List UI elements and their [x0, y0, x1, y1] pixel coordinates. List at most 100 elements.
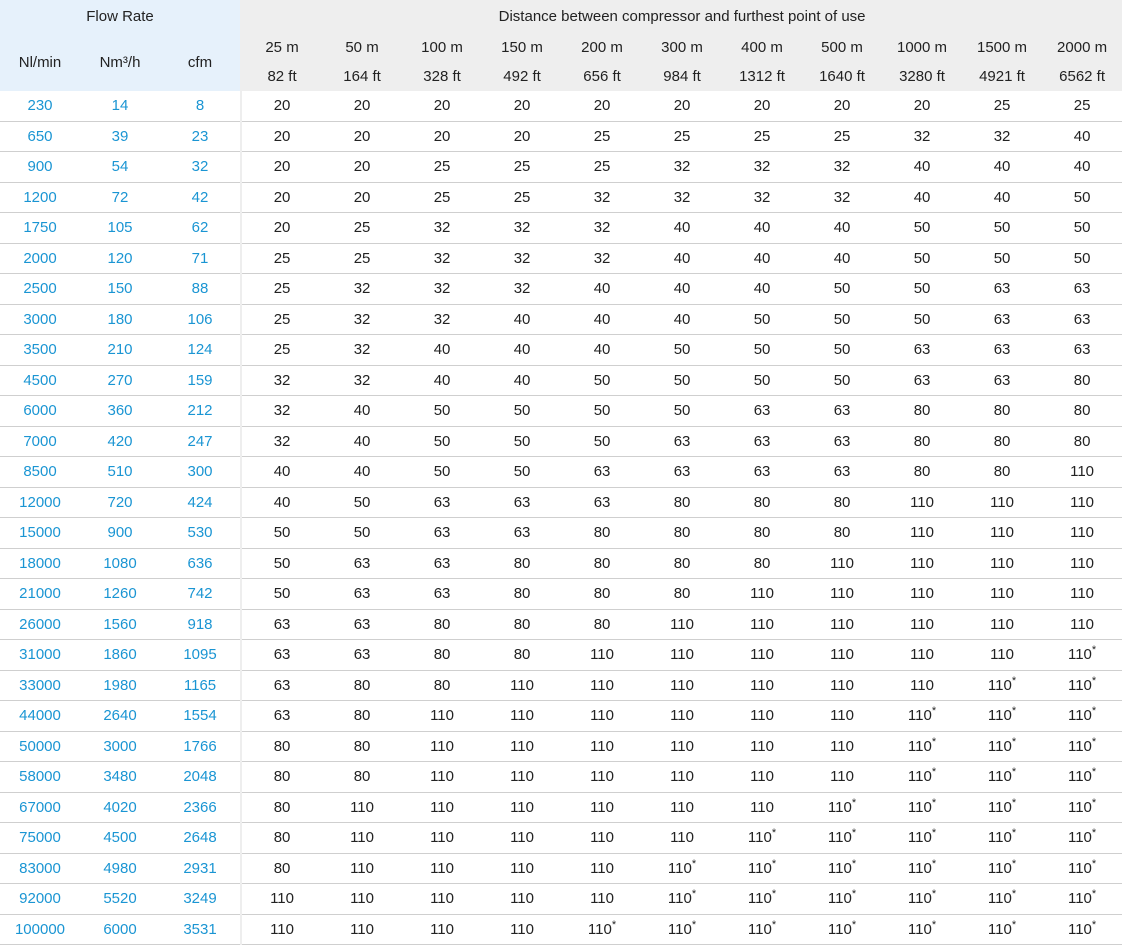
- footnote-asterisk: *: [851, 857, 857, 870]
- flow-nl-cell: 92000: [0, 883, 80, 915]
- pipe-diameter-cell: 80: [642, 517, 723, 549]
- pipe-diameter-cell: 40: [482, 334, 563, 366]
- pipe-diameter-cell: 110: [882, 639, 963, 671]
- pipe-diameter-cell: 63: [402, 548, 483, 579]
- row-spacer: [240, 91, 243, 121]
- pipe-diameter-cell: 110: [642, 792, 723, 823]
- col-distance-ft: 3280 ft: [882, 62, 963, 91]
- pipe-diameter-cell: 80: [722, 548, 803, 579]
- footnote-asterisk: *: [931, 766, 937, 779]
- flow-nm3h-cell: 210: [80, 334, 160, 366]
- flow-nl-cell: 6000: [0, 395, 80, 427]
- table-body: 230 14 8 20 20 20 20 20 20 20 20 20 25 25 650 39 23 20 20 2…: [0, 91, 1122, 945]
- pipe-diameter-cell: 80: [562, 548, 643, 579]
- pipe-diameter-cell: 40: [802, 212, 883, 244]
- pipe-diameter-cell: 40: [1042, 121, 1122, 152]
- pipe-diameter-cell: 80: [642, 578, 723, 610]
- pipe-diameter-cell: 40: [722, 212, 803, 244]
- flow-cfm-cell: 1554: [160, 700, 241, 732]
- col-distance-m: 200 m: [562, 33, 643, 62]
- pipe-diameter-cell: 50: [882, 243, 963, 274]
- flow-nm3h-cell: 2640: [80, 700, 160, 732]
- pipe-diameter-cell: 50: [1042, 182, 1122, 213]
- pipe-diameter-cell: 110*: [642, 914, 723, 945]
- pipe-diameter-cell: 80: [242, 761, 323, 793]
- pipe-diameter-cell: 25: [802, 121, 883, 152]
- pipe-diameter-cell: 63: [242, 609, 323, 640]
- flow-cfm-cell: 71: [160, 243, 241, 274]
- pipe-diameter-cell: 80: [962, 395, 1043, 427]
- col-nm3-h: Nm³/h: [80, 33, 160, 91]
- footnote-asterisk: *: [1091, 918, 1097, 931]
- col-nl-min: Nl/min: [0, 33, 80, 91]
- footnote-asterisk: *: [1091, 796, 1097, 809]
- flow-cfm-cell: 636: [160, 548, 241, 579]
- pipe-diameter-cell: 20: [722, 91, 803, 122]
- pipe-diameter-cell: 110: [802, 639, 883, 671]
- pipe-diameter-cell: 80: [642, 487, 723, 518]
- flow-cfm-cell: 42: [160, 182, 241, 213]
- footnote-asterisk: *: [771, 888, 777, 901]
- row-spacer: [240, 395, 243, 426]
- flow-nl-cell: 100000: [0, 914, 80, 945]
- pipe-diameter-cell: 63: [242, 700, 323, 732]
- footnote-asterisk: *: [851, 888, 857, 901]
- row-spacer: [240, 151, 243, 182]
- pipe-diameter-cell: 110: [402, 883, 483, 915]
- pipe-diameter-cell: 20: [482, 121, 563, 152]
- pipe-diameter-cell: 80: [962, 426, 1043, 457]
- pipe-diameter-cell: 50: [802, 273, 883, 305]
- pipe-diameter-cell: 63: [482, 487, 563, 518]
- footnote-asterisk: *: [931, 735, 937, 748]
- pipe-diameter-cell: 32: [562, 182, 643, 213]
- pipe-diameter-cell: 110*: [642, 883, 723, 915]
- footnote-asterisk: *: [1011, 705, 1017, 718]
- pipe-diameter-cell: 63: [802, 456, 883, 488]
- pipe-diameter-cell: 50: [642, 395, 723, 427]
- footnote-asterisk: *: [931, 705, 937, 718]
- pipe-diameter-cell: 80: [482, 639, 563, 671]
- pipe-diameter-cell: 110: [722, 761, 803, 793]
- pipe-diameter-cell: 110*: [1042, 883, 1122, 915]
- pipe-diameter-cell: 110*: [1042, 792, 1122, 823]
- table-row: 650 39 23 20 20 20 20 25 25 25 25 32 32 40: [0, 121, 1122, 152]
- pipe-diameter-cell: 50: [882, 273, 963, 305]
- footnote-asterisk: *: [931, 888, 937, 901]
- pipe-diameter-cell: 40: [402, 365, 483, 396]
- footnote-asterisk: *: [691, 918, 697, 931]
- flow-nl-cell: 2000: [0, 243, 80, 274]
- pipe-diameter-cell: 80: [882, 395, 963, 427]
- pipe-diameter-cell: 63: [642, 456, 723, 488]
- pipe-diameter-cell: 63: [402, 578, 483, 610]
- pipe-diameter-cell: 110: [1042, 487, 1122, 518]
- flow-nm3h-cell: 360: [80, 395, 160, 427]
- col-distance-ft: 82 ft: [242, 62, 323, 91]
- pipe-diameter-cell: 110: [962, 487, 1043, 518]
- pipe-diameter-cell: 80: [562, 609, 643, 640]
- flow-cfm-cell: 2048: [160, 761, 241, 793]
- pipe-diameter-cell: 110: [482, 700, 563, 732]
- pipe-diameter-cell: 50: [962, 243, 1043, 274]
- pipe-diameter-cell: 110: [562, 639, 643, 671]
- footnote-asterisk: *: [771, 918, 777, 931]
- pipe-diameter-cell: 40: [322, 395, 403, 427]
- col-distance-ft: 1640 ft: [802, 62, 883, 91]
- flow-cfm-cell: 3249: [160, 883, 241, 915]
- pipe-diameter-cell: 80: [802, 487, 883, 518]
- pipe-diameter-cell: 80: [562, 517, 643, 549]
- pipe-diameter-cell: 110*: [962, 761, 1043, 793]
- pipe-diameter-cell: 110*: [962, 914, 1043, 945]
- pipe-diameter-cell: 110: [802, 731, 883, 762]
- pipe-diameter-cell: 63: [882, 334, 963, 366]
- pipe-diameter-cell: 110: [642, 761, 723, 793]
- flow-nl-cell: 67000: [0, 792, 80, 823]
- table-row: 21000 1260 742 50 63 63 80 80 80 110 110 110 110 110: [0, 578, 1122, 610]
- pipe-diameter-cell: 40: [642, 212, 723, 244]
- pipe-diameter-cell: 32: [802, 182, 883, 213]
- pipe-diameter-cell: 110*: [562, 914, 643, 945]
- pipe-diameter-cell: 25: [242, 273, 323, 305]
- pipe-diameter-cell: 40: [722, 273, 803, 305]
- pipe-diameter-cell: 80: [882, 426, 963, 457]
- pipe-diameter-cell: 20: [642, 91, 723, 122]
